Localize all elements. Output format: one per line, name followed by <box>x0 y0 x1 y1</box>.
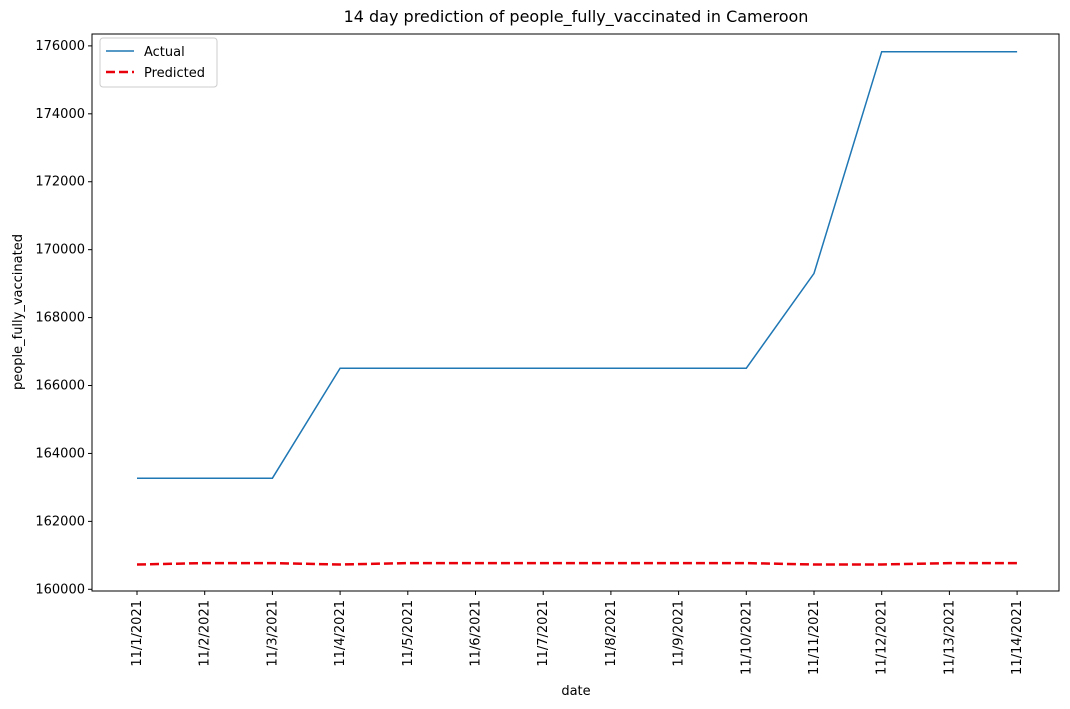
x-tick-label: 11/5/2021 <box>401 600 416 667</box>
y-tick-label: 172000 <box>35 175 85 190</box>
x-tick-label: 11/14/2021 <box>1010 600 1025 675</box>
legend-actual-label: Actual <box>144 45 185 60</box>
series-layer <box>136 50 1018 566</box>
x-tick-label: 11/7/2021 <box>536 600 551 667</box>
series-line-actual <box>137 50 1018 479</box>
y-tick-label: 170000 <box>35 243 85 258</box>
x-tick-label: 11/4/2021 <box>333 600 348 667</box>
y-tick-label: 168000 <box>35 311 85 326</box>
x-axis: 11/1/2021 11/2/2021 11/3/2021 11/4/2021 11/5… <box>130 591 1025 675</box>
y-axis: 160000 162000 164000 166000 168000 170000 1720… <box>35 39 92 597</box>
x-tick-label: 11/11/2021 <box>807 600 822 675</box>
y-tick-label: 164000 <box>35 446 85 461</box>
x-tick-label: 11/6/2021 <box>469 600 484 667</box>
y-tick-label: 176000 <box>35 39 85 54</box>
y-tick-label: 160000 <box>35 582 85 597</box>
x-tick-label: 11/2/2021 <box>198 600 213 667</box>
x-tick-label: 11/10/2021 <box>739 600 754 675</box>
chart-title: 14 day prediction of people_fully_vaccin… <box>344 7 809 27</box>
x-tick-label: 11/3/2021 <box>265 600 280 667</box>
y-tick-label: 166000 <box>35 379 85 394</box>
legend: Actual Predicted <box>99 37 218 88</box>
y-axis-label: people_fully_vaccinated <box>11 234 26 390</box>
x-tick-label: 11/1/2021 <box>130 600 145 667</box>
y-tick-label: 174000 <box>35 107 85 122</box>
x-tick-label: 11/12/2021 <box>875 600 890 675</box>
plot-area <box>91 33 1060 592</box>
x-tick-label: 11/9/2021 <box>672 600 687 667</box>
x-tick-label: 11/13/2021 <box>942 600 957 675</box>
series-line-predicted <box>136 561 1018 566</box>
x-tick-label: 11/8/2021 <box>604 600 619 667</box>
legend-predicted-label: Predicted <box>144 66 205 81</box>
y-tick-label: 162000 <box>35 514 85 529</box>
x-axis-label: date <box>561 684 590 699</box>
